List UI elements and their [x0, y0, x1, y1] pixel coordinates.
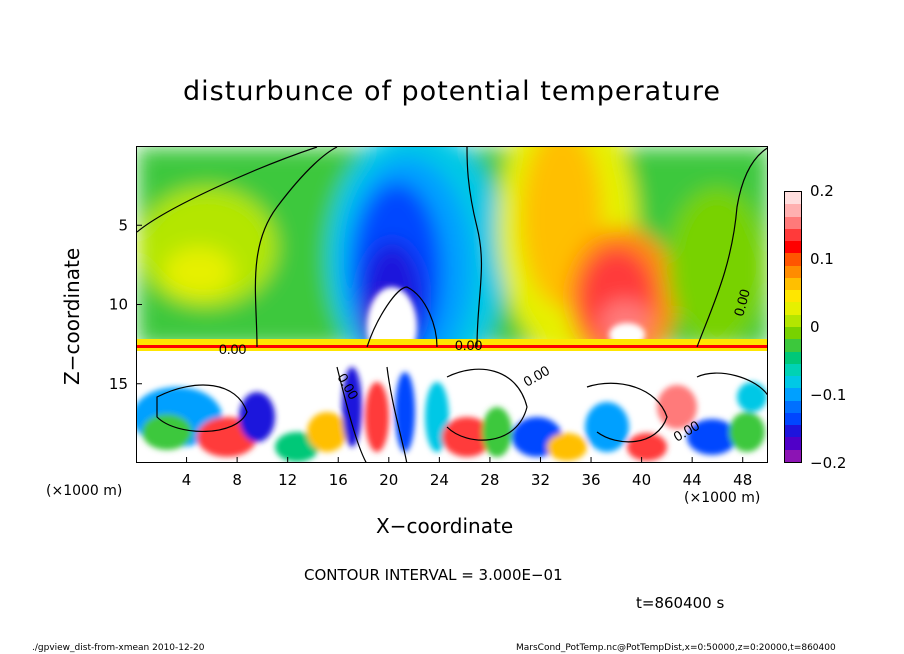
colorbar-swatch	[785, 277, 801, 291]
y-tick-label: 10	[109, 296, 128, 314]
chart-title: disturbunce of potential temperature	[183, 76, 721, 107]
lower-layer	[137, 351, 767, 462]
colorbar-swatch	[785, 327, 801, 340]
colorbar-swatch	[785, 412, 801, 426]
colorbar-tick-label: 0	[810, 318, 820, 336]
colorbar-swatch	[785, 363, 801, 377]
contour-label: 0.00	[730, 287, 753, 318]
x-tick-label: 36	[581, 471, 600, 489]
contour-label: 0.00	[219, 341, 246, 357]
heatmap-field: 0.00 0.00 0.00 0.00 0.00 0.00	[137, 147, 767, 462]
colorbar-swatch	[785, 241, 801, 254]
colorbar-tick-label: −0.1	[810, 386, 846, 404]
colorbar-swatch	[785, 449, 801, 463]
colorbar-swatch	[785, 400, 801, 414]
x-tick-label: 4	[182, 471, 192, 489]
colorbar-swatch	[785, 314, 801, 328]
x-axis-label: X−coordinate	[376, 514, 514, 538]
colorbar-swatch	[785, 204, 801, 218]
x-tick-label: 20	[379, 471, 398, 489]
colorbar-swatch	[785, 216, 801, 230]
y-tick-label: 15	[109, 375, 128, 393]
colorbar-tick-label: 0.1	[810, 250, 834, 268]
colorbar-swatch	[785, 351, 801, 365]
y-tick-label: 5	[118, 216, 128, 234]
x-tick-label: 48	[733, 471, 752, 489]
x-tick-label: 28	[480, 471, 499, 489]
x-tick-label: 16	[329, 471, 348, 489]
colorbar-tick-label: −0.2	[810, 454, 846, 472]
x-tick-label: 44	[683, 471, 702, 489]
x-axis-unit: (×1000 m)	[684, 490, 761, 506]
colorbar-swatch	[785, 339, 801, 353]
colorbar-swatch	[785, 437, 801, 451]
colorbar-swatch	[785, 192, 801, 205]
contour-interval-text: CONTOUR INTERVAL = 3.000E−01	[304, 566, 563, 584]
y-axis-label: Z−coordinate	[60, 247, 84, 385]
contour-label: 0.00	[455, 337, 482, 353]
colorbar-swatch	[785, 253, 801, 267]
x-tick-label: 12	[278, 471, 297, 489]
x-tick-label: 8	[232, 471, 242, 489]
colorbar-swatch	[785, 302, 801, 316]
contour-lines	[137, 147, 767, 462]
footer-left: ./gpview_dist-from-xmean 2010-12-20	[32, 643, 205, 653]
footer-right: MarsCond_PotTemp.nc@PotTempDist,x=0:5000…	[516, 643, 836, 653]
colorbar	[784, 191, 802, 463]
time-stamp: t=860400 s	[636, 594, 725, 612]
plot-area: 0.00 0.00 0.00 0.00 0.00 0.00	[136, 146, 768, 463]
colorbar-swatch	[785, 228, 801, 242]
x-tick-label: 40	[632, 471, 651, 489]
colorbar-swatch	[785, 290, 801, 303]
colorbar-swatch	[785, 388, 801, 402]
x-tick-label: 32	[531, 471, 550, 489]
colorbar-swatch	[785, 376, 801, 389]
y-axis-unit: (×1000 m)	[46, 483, 123, 499]
colorbar-swatch	[785, 265, 801, 279]
colorbar-swatch	[785, 425, 801, 438]
colorbar-tick-label: 0.2	[810, 182, 834, 200]
x-tick-label: 24	[430, 471, 449, 489]
